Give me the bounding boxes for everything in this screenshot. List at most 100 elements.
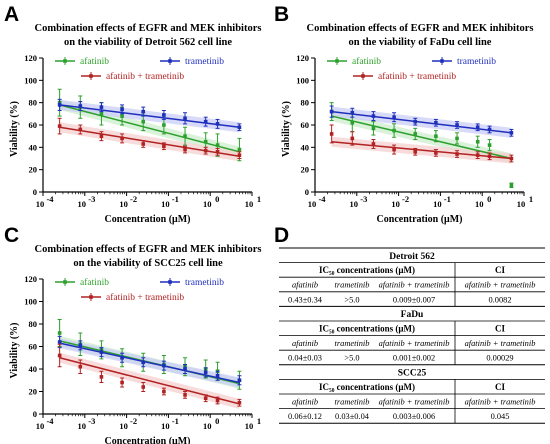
legend-label-afatinib: afatinib — [80, 277, 109, 288]
legend-swatch-marker — [168, 59, 172, 63]
data-point-combo — [371, 142, 376, 146]
table-value: 0.009±0.007 — [393, 295, 435, 304]
data-point-combo — [509, 156, 514, 161]
ic50-ci-table: Detroit 562 IC₅₀ concentrations (μM) CI afa… — [279, 247, 545, 424]
data-point-combo — [487, 154, 492, 159]
data-point-trametinib — [215, 373, 220, 378]
data-point-afatinib — [237, 147, 242, 152]
x-tick-label: 10 — [161, 199, 170, 209]
legend-label-trametinib: trametinib — [457, 57, 496, 67]
data-point-afatinib — [434, 134, 438, 138]
y-tick-label: 20 — [29, 165, 38, 175]
data-point-combo — [162, 144, 166, 149]
table-subheader: afatinib — [292, 339, 318, 348]
data-point-trametinib — [99, 350, 104, 354]
data-point-combo — [203, 396, 208, 401]
chart-title-line: on the viability of SCC25 cell line — [73, 258, 223, 269]
table-value: 0.03±0.04 — [335, 412, 370, 421]
table-subheader: afatinib — [292, 398, 318, 407]
x-tick-label: 10 — [245, 199, 254, 209]
legend-label-afatinib: afatinib — [80, 56, 109, 67]
x-tick-label: 10 — [36, 421, 45, 431]
data-point-trametinib — [57, 340, 62, 344]
data-point-combo — [413, 150, 418, 154]
data-point-trametinib — [99, 105, 104, 109]
fit-line-trametinib — [331, 110, 512, 134]
data-point-trametinib — [57, 103, 62, 107]
chart-title-line: Combination effects of EGFR and MEK inhi… — [35, 244, 262, 255]
table-value: 0.045 — [491, 412, 510, 421]
y-tick-label: 40 — [29, 142, 38, 152]
y-axis-label: Viability (%) — [9, 322, 20, 378]
data-point-trametinib — [237, 378, 242, 383]
data-point-afatinib — [99, 112, 104, 116]
x-tick-exponent: -4 — [46, 194, 54, 204]
x-tick-exponent: -3 — [88, 416, 95, 426]
data-point-combo — [392, 147, 396, 152]
data-point-trametinib — [78, 343, 83, 348]
table-subheader: trametinib — [335, 281, 370, 290]
y-axis-label: Viability (%) — [9, 101, 20, 157]
x-tick-exponent: -1 — [172, 416, 179, 426]
data-point-afatinib — [183, 134, 187, 138]
x-tick-label: 10 — [433, 199, 442, 209]
data-point-afatinib — [350, 120, 355, 125]
y-tick-label: 60 — [29, 120, 38, 130]
chart-fadu: Combination effects of EGFR and MEK inhi… — [281, 23, 533, 225]
y-axis-label: Viability (%) — [281, 101, 292, 157]
data-point-trametinib — [413, 119, 418, 124]
y-tick-label: 100 — [24, 297, 37, 307]
data-point-afatinib — [413, 132, 418, 136]
data-point-trametinib — [329, 109, 334, 114]
table-ci-header: CI — [495, 324, 505, 334]
y-tick-label: 80 — [301, 98, 310, 108]
data-point-trametinib — [141, 109, 146, 114]
table-ic50-header: IC₅₀ concentrations (μM) — [319, 382, 415, 392]
x-tick-label: 10 — [203, 199, 212, 209]
table-subheader: trametinib — [335, 398, 370, 407]
data-point-combo — [141, 385, 146, 389]
table-value: 0.43±0.34 — [288, 295, 323, 304]
data-point-trametinib — [78, 104, 83, 108]
data-point-afatinib — [57, 331, 62, 335]
x-tick-exponent: -2 — [130, 416, 137, 426]
y-tick-label: 100 — [24, 75, 37, 85]
x-tick-exponent: 1 — [257, 416, 261, 426]
legend-label-combo: afatinib + trametinib — [106, 71, 184, 82]
y-tick-label: 60 — [29, 342, 38, 352]
table-value: >5.0 — [344, 295, 359, 304]
data-point-trametinib — [509, 131, 514, 135]
panel-letter-a: A — [4, 3, 19, 26]
chart-title-line: Combination effects of EGFR and MEK inhi… — [307, 23, 534, 34]
table-subheader: afatinib — [292, 281, 318, 290]
data-point-trametinib — [455, 123, 459, 127]
panel-letter-c: C — [4, 224, 19, 247]
x-tick-exponent: -2 — [402, 194, 409, 204]
y-tick-label: 0 — [33, 187, 37, 197]
x-tick-exponent: 0 — [215, 194, 219, 204]
x-tick-exponent: 0 — [215, 416, 219, 426]
legend-swatch-marker — [89, 74, 93, 78]
table-subheader: afatinib + trametinib — [465, 398, 536, 407]
x-tick-exponent: 1 — [529, 194, 533, 204]
table-ci-header: CI — [495, 265, 505, 275]
y-tick-label: 120 — [296, 53, 309, 63]
data-point-trametinib — [350, 110, 355, 115]
y-tick-label: 80 — [29, 319, 38, 329]
table-subheader: afatinib + trametinib — [379, 281, 450, 290]
x-tick-label: 10 — [350, 199, 359, 209]
table-subheader: afatinib + trametinib — [465, 281, 536, 290]
x-tick-label: 10 — [119, 421, 128, 431]
table-value: 0.0082 — [488, 295, 511, 304]
table-subheader: afatinib + trametinib — [379, 398, 450, 407]
data-point-combo — [120, 136, 124, 141]
data-point-combo — [434, 151, 438, 155]
x-tick-label: 10 — [36, 199, 45, 209]
data-point-combo — [120, 380, 124, 385]
legend-swatch-marker — [89, 295, 93, 299]
table-ic50-header: IC₅₀ concentrations (μM) — [319, 265, 415, 275]
table-value: >5.0 — [344, 354, 359, 363]
y-tick-label: 120 — [24, 274, 37, 284]
x-tick-label: 10 — [161, 421, 170, 431]
data-point-trametinib — [434, 120, 438, 125]
